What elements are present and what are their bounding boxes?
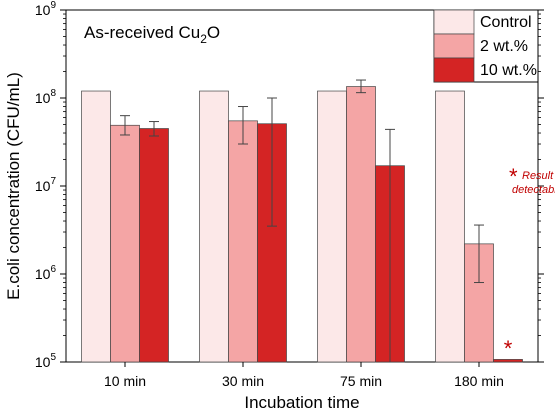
bar: [199, 90, 229, 363]
bar: [228, 120, 258, 363]
note-line-1: Result not: [522, 170, 555, 182]
annotation-subscript: 2: [200, 32, 207, 46]
x-tick-label: 180 min: [454, 373, 504, 389]
bar: [346, 86, 376, 363]
bars-layer: [81, 86, 523, 363]
bar: [317, 90, 347, 363]
y-tick-label: 109: [35, 0, 57, 18]
x-tick-label: 10 min: [104, 373, 146, 389]
x-tick-label: 75 min: [340, 373, 382, 389]
error-bars-layer: [120, 79, 484, 362]
bar: [493, 359, 523, 363]
axes-layer: 10 min 30 min 75 min 180 min 105 106 107 108 109: [35, 0, 544, 389]
legend-swatch: [433, 9, 475, 35]
y-axis-title: E.coli concentration (CFU/mL): [4, 72, 23, 300]
legend-label: 10 wt.%: [480, 62, 537, 79]
chart-annotation: As-received Cu2O: [84, 23, 220, 46]
legend-swatch: [433, 57, 475, 83]
y-tick-label: 107: [35, 176, 57, 194]
bar: [139, 128, 169, 363]
legend-swatch: [433, 33, 475, 59]
y-tick-label: 108: [35, 88, 57, 106]
annotation-suffix: O: [207, 23, 220, 42]
bar: [81, 90, 111, 363]
annotation-main: As-received Cu: [84, 23, 200, 42]
x-axis-title: Incubation time: [244, 393, 359, 412]
legend-label: Control: [480, 14, 532, 31]
not-detectable-note: *Result notdetectable*: [504, 164, 555, 361]
bar: [435, 90, 465, 363]
bar: [110, 124, 140, 363]
y-tick-label: 106: [35, 264, 57, 282]
y-tick-label: 105: [35, 352, 57, 370]
legend-label: 2 wt.%: [480, 38, 528, 55]
note-star: *: [509, 164, 518, 189]
note-line-2: detectable: [512, 184, 555, 196]
legend: Control 2 wt.% 10 wt.%: [433, 9, 539, 83]
x-tick-label: 30 min: [222, 373, 264, 389]
detection-star: *: [504, 336, 513, 361]
